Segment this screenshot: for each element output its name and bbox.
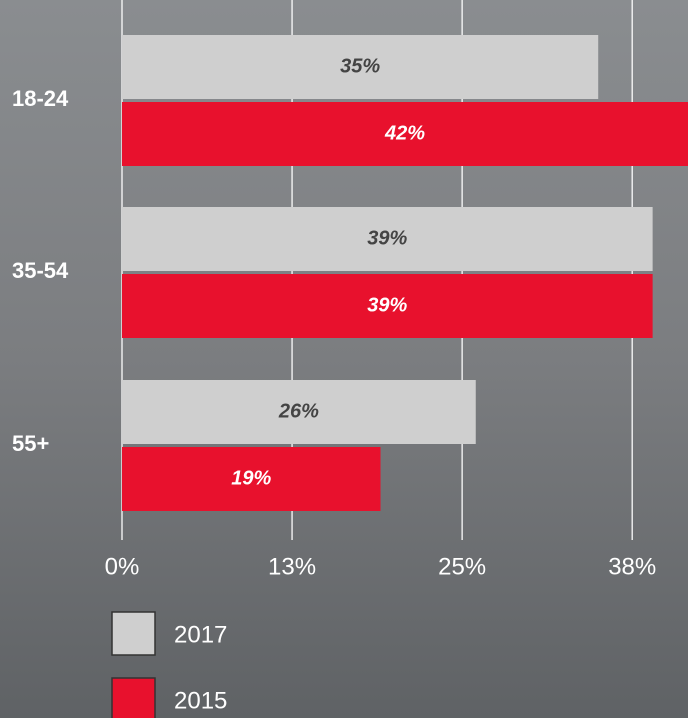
- value-label: 35%: [340, 55, 380, 77]
- value-label: 39%: [367, 294, 407, 316]
- y-tick-label: 18-24: [12, 86, 69, 111]
- chart: 0% 13% 25% 38% 18-24 35% 42% 35-54 39% 39% 55+ 26% 1…: [0, 0, 688, 718]
- x-tick-label: 13%: [268, 553, 316, 580]
- y-tick-label: 55+: [12, 431, 49, 456]
- legend-label: 2017: [174, 621, 227, 648]
- legend-swatch: [112, 678, 155, 718]
- value-label: 26%: [278, 400, 319, 422]
- x-tick-label: 0%: [105, 553, 140, 580]
- y-tick-label: 35-54: [12, 258, 69, 283]
- x-tick-label: 38%: [608, 553, 656, 580]
- x-tick-label: 25%: [438, 553, 486, 580]
- value-label: 39%: [367, 227, 407, 249]
- legend-swatch: [112, 612, 155, 655]
- legend-label: 2015: [174, 687, 227, 714]
- value-label: 19%: [231, 467, 271, 489]
- value-label: 42%: [384, 122, 425, 144]
